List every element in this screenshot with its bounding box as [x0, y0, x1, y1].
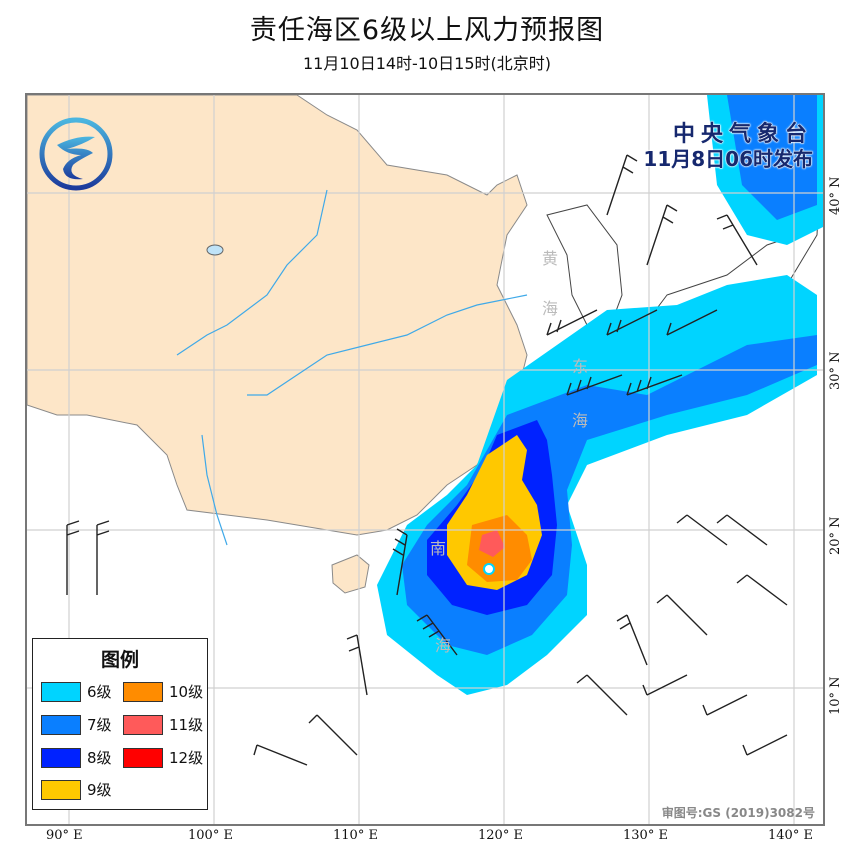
lat-label-10: 10° N [828, 676, 843, 715]
forecast-map: 中央气象台 11月8日06时发布 黄 海 东 海 南 海 图例 6级 7级 8级… [25, 93, 825, 826]
legend-item-8: 8级 [41, 747, 112, 768]
swatch-8 [41, 747, 81, 768]
lon-label-110: 110° E [333, 828, 378, 843]
issuer-block: 中央气象台 11月8日06时发布 [643, 122, 813, 172]
swatch-6 [41, 681, 81, 702]
legend-item-11: 11级 [123, 714, 203, 735]
sea-label-yellow-2: 海 [542, 299, 559, 318]
legend-item-10: 10级 [123, 681, 203, 702]
lat-label-20: 20° N [828, 516, 843, 555]
issue-time: 11月8日06时发布 [643, 147, 813, 172]
swatch-12 [123, 747, 163, 768]
sea-label-east-2: 海 [572, 411, 589, 430]
legend: 图例 6级 7级 8级 9级 10级 11级 12级 [32, 638, 208, 810]
swatch-10 [123, 681, 163, 702]
lon-label-130: 130° E [623, 828, 668, 843]
legend-item-12: 12级 [123, 747, 203, 768]
legend-item-6: 6级 [41, 681, 112, 702]
lat-label-30: 30° N [828, 351, 843, 390]
swatch-11 [123, 714, 163, 735]
legend-item-9: 9级 [41, 779, 112, 800]
sea-label-south-2: 海 [435, 636, 452, 655]
rivers [176, 189, 528, 546]
map-title: 责任海区6级以上风力预报图 [249, 15, 605, 46]
legend-item-7: 7级 [41, 714, 112, 735]
land-hainan [331, 554, 370, 594]
typhoon-eye [483, 563, 495, 575]
lon-label-140: 140° E [768, 828, 813, 843]
sea-label-yellow-1: 黄 [542, 249, 559, 268]
map-canvas [27, 95, 823, 824]
swatch-7 [41, 714, 81, 735]
sea-label-south-1: 南 [430, 539, 447, 558]
lon-label-90: 90° E [46, 828, 83, 843]
wind-barbs [66, 154, 788, 796]
forecast-period: 11月10日14时-10日15时(北京时) [302, 54, 552, 73]
lon-label-100: 100° E [188, 828, 233, 843]
lon-label-120: 120° E [478, 828, 523, 843]
legend-title: 图例 [100, 649, 139, 671]
cma-logo-icon [37, 115, 115, 193]
issuer-org: 中央气象台 [672, 122, 813, 147]
lat-label-40: 40° N [828, 176, 843, 215]
map-approval-number: 审图号:GS (2019)3082号 [661, 806, 815, 820]
wind-zone-11 [479, 530, 505, 557]
sea-label-east-1: 东 [572, 357, 589, 376]
swatch-9 [41, 779, 81, 800]
